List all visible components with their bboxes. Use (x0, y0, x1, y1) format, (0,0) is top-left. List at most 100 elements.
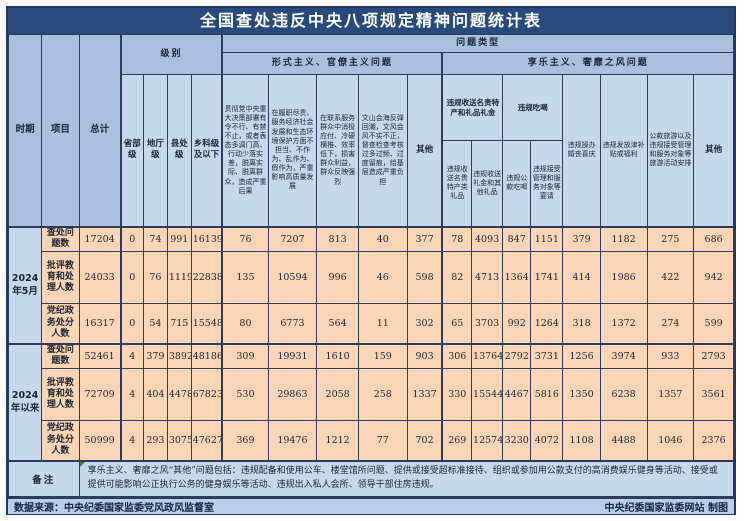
data-cell: 72709 (78, 368, 122, 421)
header-hedonism-weddings: 违规操办婚丧喜庆 (562, 74, 601, 227)
data-cell: 2058 (316, 368, 359, 421)
header-hedonism-group: 享乐主义、奢靡之风问题 (441, 52, 735, 75)
data-cell: 1337 (406, 368, 444, 421)
data-cell: 2793 (693, 342, 734, 369)
data-cell: 564 (316, 303, 359, 344)
data-cell: 1182 (599, 225, 648, 252)
data-cell: 13764 (471, 342, 504, 369)
data-cell: 1212 (316, 420, 359, 461)
header-level-group: 级别 (120, 34, 224, 75)
data-cell: 24033 (78, 251, 122, 304)
data-cell: 293 (142, 420, 168, 461)
remark-section: 备注 享乐主义、奢靡之风“其他”问题包括：违规配备和使用公车、楼堂馆所问题、提供… (8, 459, 735, 497)
data-source-label: 数据来源：中央纪委国家监委党风政风监督室 (14, 503, 214, 514)
header-gifts-money: 违规收送礼金和其他礼品 (471, 140, 504, 227)
data-cell: 15548 (190, 303, 224, 344)
data-cell: 3075 (166, 420, 192, 461)
data-cell: 599 (693, 303, 734, 344)
row-label-cell: 党纪政务处分人数 (41, 420, 80, 461)
table-row: 批评教育和处理人数 24033 0 76 1119 22838 135 10594 996 46 5… (9, 251, 734, 304)
data-cell: 0 (120, 303, 144, 344)
table-row: 党纪政务处分人数 16317 0 54 715 15548 80 6773 564 11 302 65… (9, 303, 734, 344)
data-cell: 3561 (693, 368, 734, 421)
data-cell: 302 (406, 303, 444, 344)
data-cell: 82 (441, 251, 473, 304)
period-cell: 2024年5月 (7, 225, 43, 344)
header-formalism-group: 形式主义、官僚主义问题 (221, 52, 444, 75)
header-dining-public-funds: 违规公款吃喝 (502, 140, 532, 227)
row-label-cell: 批评教育和处理人数 (41, 251, 80, 304)
data-cell: 48186 (190, 342, 224, 369)
header-dining-banquets: 违规接受管理和服务对象等宴请 (530, 140, 564, 227)
data-cell: 4 (120, 420, 144, 461)
data-cell: 10594 (267, 251, 318, 304)
remark-row: 备注 享乐主义、奢靡之风“其他”问题包括：违规配备和使用公车、楼堂馆所问题、提供… (8, 459, 735, 497)
data-cell: 1364 (502, 251, 532, 304)
data-cell: 275 (646, 225, 695, 252)
credit-label: 中央纪委国家监委网站 制图 (604, 503, 728, 514)
row-label-cell: 查处问题数 (41, 342, 80, 369)
cell-comment-marker-icon (80, 462, 85, 467)
table-row: 批评教育和处理人数 72709 4 404 4478 67823 530 29863 2058 2… (9, 368, 734, 421)
data-cell: 4093 (471, 225, 504, 252)
data-cell: 379 (562, 225, 601, 252)
header-hedonism-allowances: 违规发放津补贴或福利 (599, 74, 648, 227)
data-cell: 702 (406, 420, 444, 461)
data-cell: 1151 (530, 225, 564, 252)
table-row: 党纪政务处分人数 50999 4 293 3075 47627 369 19476 1212 77… (9, 420, 734, 461)
data-cell: 78 (441, 225, 473, 252)
header-formalism-col-3: 在联系服务群众中消极应付、冷硬横推、效率低下，损害群众利益，群众反映强烈 (316, 74, 359, 227)
data-cell: 2376 (693, 420, 734, 461)
data-cell: 996 (316, 251, 359, 304)
data-cell: 933 (646, 342, 695, 369)
data-cell: 306 (441, 342, 473, 369)
data-cell: 369 (221, 420, 269, 461)
data-cell: 77 (357, 420, 408, 461)
header-dining-group: 违规吃喝 (502, 74, 564, 141)
remark-text-content: 享乐主义、奢靡之风“其他”问题包括：违规配备和使用公车、楼堂馆所问题、提供或接受… (87, 465, 718, 490)
data-cell: 422 (646, 251, 695, 304)
data-cell: 0 (120, 251, 144, 304)
header-period: 时期 (7, 34, 43, 227)
data-cell: 47627 (190, 420, 224, 461)
data-cell: 159 (357, 342, 408, 369)
data-cell: 813 (316, 225, 359, 252)
header-level-provincial: 省部级 (120, 74, 144, 227)
data-cell: 715 (166, 303, 192, 344)
data-cell: 942 (693, 251, 734, 304)
data-cell: 686 (693, 225, 734, 252)
header-item: 项目 (41, 34, 80, 227)
data-cell: 0 (120, 225, 144, 252)
data-cell: 16317 (78, 303, 122, 344)
header-gifts-group: 违规收送名贵特产和礼品礼金 (441, 74, 504, 141)
data-cell: 76 (221, 225, 269, 252)
data-cell: 318 (562, 303, 601, 344)
data-cell: 1986 (599, 251, 648, 304)
data-cell: 2792 (502, 342, 532, 369)
period-cell: 2024年以来 (7, 342, 43, 461)
header-level-county: 县处级 (166, 74, 192, 227)
data-cell: 46 (357, 251, 408, 304)
data-cell: 269 (441, 420, 473, 461)
row-label-cell: 党纪政务处分人数 (41, 303, 80, 344)
table-row: 2024年以来 查处问题数 52461 4 379 3892 48186 309 19931 16… (7, 342, 734, 461)
data-cell: 1610 (316, 342, 359, 369)
data-cell: 4478 (166, 368, 192, 421)
data-cell: 3703 (471, 303, 504, 344)
data-cell: 1264 (530, 303, 564, 344)
statistics-table-frame: 全国查处违反中央八项规定精神问题统计表 时期 项目 总计 级别 问题类型 形式主… (6, 6, 736, 515)
data-cell: 6773 (267, 303, 318, 344)
data-cell: 6238 (599, 368, 648, 421)
table-row: 2024年5月 查处问题数 17204 0 74 991 16139 76 7207 813 40 3… (7, 225, 734, 344)
data-cell: 65 (441, 303, 473, 344)
data-cell: 1256 (562, 342, 601, 369)
data-cell: 135 (221, 251, 269, 304)
data-cell: 15544 (471, 368, 504, 421)
data-cell: 17204 (78, 225, 122, 252)
data-cell: 992 (502, 303, 532, 344)
data-cell: 11 (357, 303, 408, 344)
header-hedonism-other: 其他 (693, 74, 734, 227)
data-cell: 309 (221, 342, 269, 369)
header-total: 总计 (78, 34, 122, 227)
